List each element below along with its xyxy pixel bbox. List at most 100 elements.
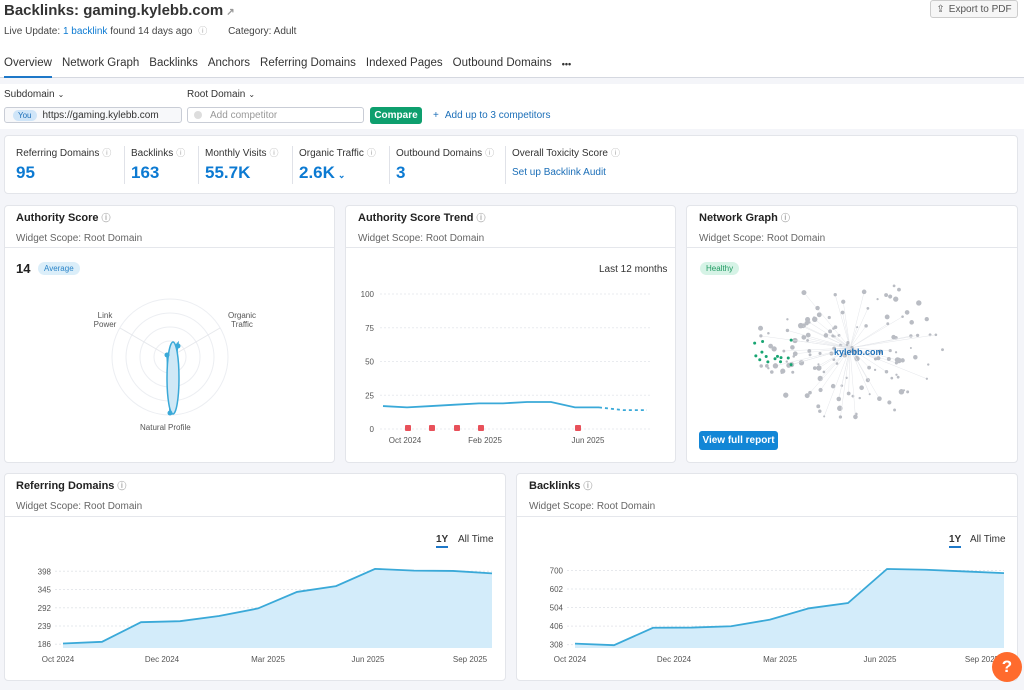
authority-badge: Average (38, 262, 80, 275)
network-node (818, 387, 823, 393)
network-node (916, 300, 922, 306)
help-button[interactable]: ? (992, 652, 1022, 682)
x-tick-label: Oct 2024 (554, 655, 587, 664)
export-pdf-button[interactable]: ⇪ Export to PDF (930, 0, 1018, 18)
network-node (859, 385, 864, 391)
network-graph-visual[interactable] (740, 268, 950, 428)
network-node (909, 334, 913, 338)
info-icon[interactable]: ⓘ (198, 26, 208, 36)
flag-icon (429, 425, 435, 431)
area-fill (575, 568, 1004, 648)
network-node (924, 316, 929, 322)
view-full-report-button[interactable]: View full report (699, 431, 778, 450)
network-node-green (766, 360, 770, 364)
network-edge (849, 334, 936, 349)
metric-backlinks[interactable]: Backlinks ⓘ 163 (124, 146, 185, 184)
metric-value[interactable]: 163 (131, 163, 160, 182)
metric-referring-domains[interactable]: Referring Domains ⓘ 95 (16, 146, 111, 183)
network-node (853, 414, 858, 420)
network-node (759, 364, 763, 368)
external-link-icon[interactable]: ↗ (226, 7, 235, 18)
x-tick-label: Oct 2024 (389, 436, 422, 445)
compare-button[interactable]: Compare (370, 107, 422, 124)
x-tick-label: Jun 2025 (352, 655, 385, 664)
tab-network-graph[interactable]: Network Graph (61, 57, 140, 69)
range-1y-tab[interactable]: 1Y (436, 534, 449, 548)
x-tick-label: Sep 2025 (453, 655, 488, 664)
rootdomain-select[interactable]: Root Domain ⌄ (187, 89, 255, 100)
network-edge (849, 347, 891, 351)
subdomain-label: Subdomain (4, 89, 55, 100)
network-center-label[interactable]: kylebb.com (834, 347, 884, 357)
network-node (868, 393, 871, 396)
y-tick-label: 700 (550, 567, 564, 576)
refdomains-title: Referring Domains ⓘ (16, 479, 126, 492)
metric-monthly-visits[interactable]: Monthly Visits ⓘ 55.7K (198, 146, 279, 184)
chevron-down-icon: ⌄ (248, 90, 256, 99)
new-backlink-link[interactable]: 1 backlink (62, 26, 108, 37)
metric-value[interactable]: 55.7K (205, 163, 251, 182)
metric-value[interactable]: 3 (396, 163, 406, 182)
metric-value[interactable]: 2.6K (299, 163, 335, 182)
info-icon[interactable]: ⓘ (476, 213, 486, 223)
metric-label: Overall Toxicity Score (512, 148, 608, 159)
x-tick-label: Jun 2025 (572, 436, 605, 445)
network-node-green (754, 354, 758, 358)
info-icon[interactable]: ⓘ (102, 148, 112, 158)
network-node (812, 366, 817, 370)
network-node (877, 349, 883, 354)
network-node (841, 299, 846, 304)
network-node-green (789, 338, 793, 342)
tab-more[interactable]: ••• (561, 59, 572, 69)
info-icon[interactable]: ⓘ (583, 481, 593, 491)
info-icon[interactable]: ⓘ (780, 213, 790, 223)
tab-referring-domains[interactable]: Referring Domains (260, 57, 356, 69)
info-icon[interactable]: ⓘ (269, 148, 279, 158)
metric-organic-traffic[interactable]: Organic Traffic ⓘ 2.6K ⌄ (292, 146, 376, 184)
info-icon[interactable]: ⓘ (366, 148, 376, 158)
network-node-green (789, 363, 793, 367)
add-competitors-button[interactable]: + Add up to 3 competitors (433, 110, 550, 121)
info-icon[interactable]: ⓘ (610, 148, 620, 158)
info-icon[interactable]: ⓘ (485, 148, 495, 158)
chevron-down-icon[interactable]: ⌄ (337, 170, 346, 180)
network-node-green (775, 354, 779, 358)
network-edge (823, 347, 851, 373)
network-node (808, 353, 812, 357)
y-tick-label: 504 (550, 604, 564, 613)
network-node (876, 356, 881, 361)
you-domain-field[interactable]: You https://gaming.kylebb.com (4, 107, 182, 123)
divider (5, 247, 334, 248)
tab-indexed-pages[interactable]: Indexed Pages (365, 57, 443, 69)
network-node (817, 375, 823, 382)
setup-audit-link[interactable]: Set up Backlink Audit (512, 167, 606, 178)
competitor-input[interactable]: Add competitor (187, 107, 364, 123)
flag-icon (405, 425, 411, 431)
y-tick-label: 186 (38, 640, 52, 649)
network-edge (849, 347, 870, 395)
network-edge (820, 347, 851, 391)
subdomain-select[interactable]: Subdomain ⌄ (4, 89, 64, 100)
metric-value[interactable]: 95 (16, 163, 35, 182)
metric-outbound-domains[interactable]: Outbound Domains ⓘ 3 (389, 146, 494, 184)
network-graph-card (686, 205, 1018, 463)
network-node-green (779, 356, 783, 360)
network-node (827, 315, 831, 320)
info-icon[interactable]: ⓘ (101, 213, 111, 223)
tab-overview[interactable]: Overview (4, 54, 52, 78)
title-domain[interactable]: gaming.kylebb.com (83, 2, 224, 19)
authority-title: Authority Score ⓘ (16, 211, 111, 224)
info-icon[interactable]: ⓘ (176, 148, 186, 158)
tab-backlinks[interactable]: Backlinks (149, 57, 198, 69)
range-all-time-tab[interactable]: All Time (458, 534, 494, 545)
network-edge (843, 301, 851, 349)
network-scope: Widget Scope: Root Domain (699, 233, 826, 244)
tab-outbound-domains[interactable]: Outbound Domains (452, 57, 552, 69)
range-1y-tab[interactable]: 1Y (949, 534, 962, 548)
competitor-dot-icon (194, 111, 202, 119)
info-icon[interactable]: ⓘ (117, 481, 127, 491)
network-node (913, 355, 918, 360)
tab-anchors[interactable]: Anchors (207, 57, 251, 69)
authority-trend-card (345, 205, 676, 463)
range-all-time-tab[interactable]: All Time (970, 534, 1006, 545)
